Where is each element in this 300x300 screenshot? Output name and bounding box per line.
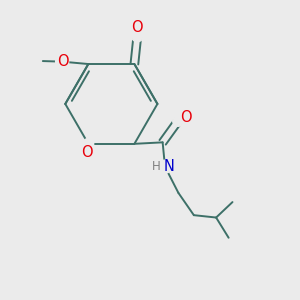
Circle shape — [158, 160, 172, 173]
Text: O: O — [57, 54, 69, 69]
Text: H: H — [152, 160, 161, 173]
Text: O: O — [81, 145, 93, 160]
Text: O: O — [181, 110, 192, 125]
Text: O: O — [132, 20, 143, 35]
Circle shape — [131, 30, 143, 42]
Text: N: N — [164, 159, 174, 174]
Circle shape — [56, 55, 69, 68]
Circle shape — [83, 139, 94, 149]
Circle shape — [173, 116, 183, 126]
